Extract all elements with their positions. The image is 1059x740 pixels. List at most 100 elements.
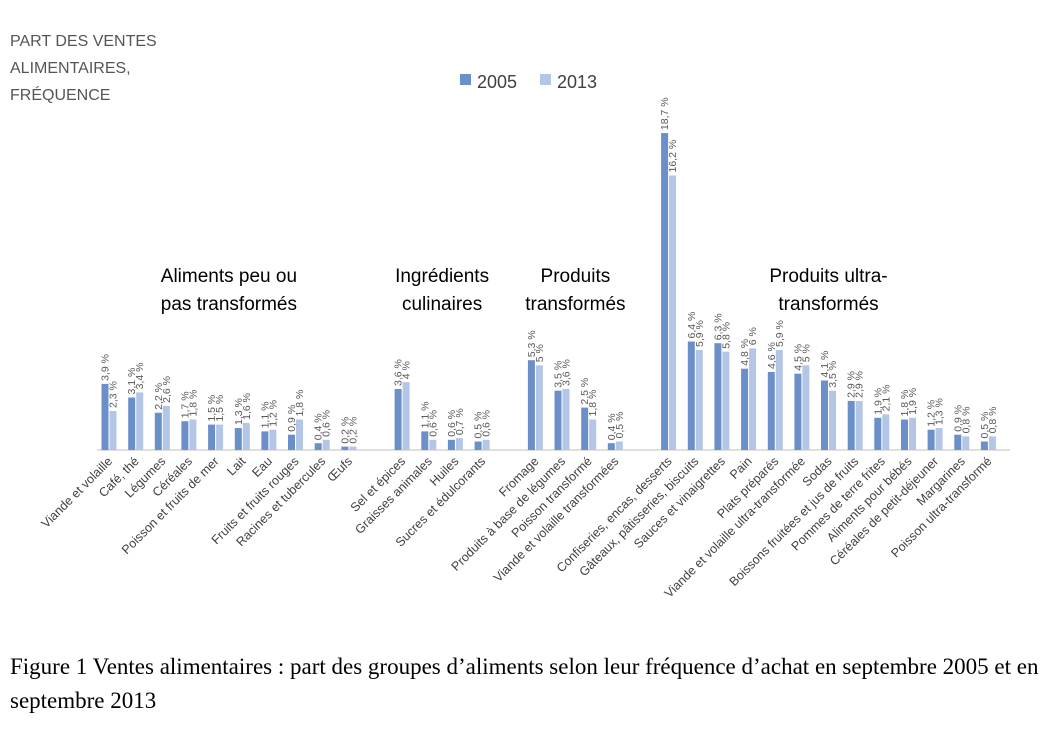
value-label-2005: 6,3 % — [712, 313, 724, 340]
bar-2013 — [562, 389, 570, 450]
value-label-2013: 0,7 % — [454, 408, 466, 435]
bar-2013 — [695, 350, 703, 450]
value-labels: 3,9 %2,3 %3,1 %3,4 %2,2 %2,6 %1,7 %1,8 %… — [100, 97, 999, 443]
group-label-line: Produits — [541, 266, 611, 287]
y-axis-label-line: PART DES VENTES — [10, 33, 157, 50]
bar-2013 — [589, 419, 597, 450]
value-label-2005: 4,1 % — [819, 351, 831, 378]
bar-2005 — [980, 441, 988, 450]
bar-2005 — [208, 424, 216, 450]
bar-2013 — [189, 419, 197, 450]
value-label-2005: 1,7 % — [179, 391, 191, 418]
bar-2013 — [482, 439, 490, 450]
bar-2013 — [535, 365, 543, 450]
value-label-2005: 3,1 % — [126, 368, 138, 395]
bar-2005 — [847, 400, 855, 450]
bar-2013 — [855, 400, 863, 450]
value-label-2013: 5,9 % — [694, 320, 706, 347]
bar-2005 — [314, 443, 322, 450]
bar-2013 — [882, 414, 890, 450]
bar-2013 — [722, 351, 730, 450]
bar-2005 — [581, 407, 589, 450]
group-labels: Aliments peu ou pas transformés Ingrédient… — [161, 266, 888, 315]
bar-2005 — [607, 443, 615, 450]
value-label-2013: 5 % — [534, 344, 546, 362]
value-label-2005: 0,9 % — [952, 405, 964, 432]
bar-2005 — [447, 439, 455, 450]
value-label-2005: 1,9 % — [872, 388, 884, 415]
y-axis-label: PART DES VENTES ALIMENTAIRES, FRÉQUENCE — [10, 33, 157, 104]
value-label-2013: 1,8 % — [187, 390, 199, 417]
group-label-line: transformés — [525, 294, 625, 315]
value-label-2005: 1,8 % — [899, 390, 911, 417]
value-label-2005: 1,1 % — [419, 402, 431, 429]
bar-2013 — [749, 348, 757, 450]
bar-2013 — [962, 436, 970, 450]
bar-2013 — [988, 436, 996, 450]
bar-2013 — [216, 424, 224, 450]
value-label-2013: 1,8 % — [587, 390, 599, 417]
y-axis-label-line: FRÉQUENCE — [10, 85, 110, 104]
value-label-2005: 0,2 % — [339, 417, 351, 444]
value-label-2005: 0,9 % — [286, 405, 298, 432]
value-label-2013: 2,6 % — [161, 376, 173, 403]
bar-2005 — [554, 390, 562, 450]
bar-2013 — [909, 417, 916, 450]
group-label-line: pas transformés — [161, 294, 297, 315]
value-label-2013: 1,3 % — [934, 398, 946, 425]
bar-2013 — [775, 350, 783, 450]
value-label-2013: 5 % — [800, 344, 812, 362]
bar-2005 — [687, 341, 695, 450]
bar-2013 — [242, 422, 250, 450]
value-label-2005: 0,5 % — [979, 412, 991, 439]
bar-2005 — [874, 417, 882, 450]
bar-2005 — [181, 421, 189, 450]
bar-2013 — [322, 439, 330, 450]
bar-2013 — [935, 428, 943, 450]
group-label-line: transformés — [778, 294, 878, 315]
bar-2005 — [394, 389, 402, 450]
value-label-2005: 4,8 % — [739, 339, 751, 366]
bar-2005 — [288, 434, 295, 450]
value-label-2005: 18,7 % — [659, 97, 671, 130]
value-label-2005: 2,9 % — [846, 371, 858, 398]
value-label-2005: 3,9 % — [100, 354, 112, 381]
value-label-2013: 6 % — [747, 327, 759, 345]
value-label-2013: 2,3 % — [108, 381, 120, 408]
bar-2005 — [954, 434, 962, 450]
bar-2013 — [615, 441, 623, 450]
group-label-line: culinaires — [402, 294, 482, 315]
value-label-2005: 4,5 % — [792, 344, 804, 371]
value-label-2013: 1,2 % — [267, 400, 279, 427]
legend-label-2013: 2013 — [557, 72, 597, 92]
value-label-2013: 1,8 % — [294, 390, 306, 417]
value-label-2013: 5,8 % — [720, 322, 732, 349]
legend: 2005 2013 — [460, 72, 597, 92]
bar-2005 — [421, 431, 429, 450]
figure-caption: Figure 1 Ventes alimentaires : part des … — [10, 654, 1039, 713]
group-label-line: Aliments peu ou — [161, 266, 297, 287]
bar-2005 — [767, 372, 775, 450]
bar-2005 — [474, 441, 482, 450]
legend-label-2005: 2005 — [477, 72, 517, 92]
bar-2005 — [527, 360, 535, 450]
bar-2005 — [661, 133, 669, 450]
value-label-2013: 1,5 % — [214, 395, 226, 422]
bar-2013 — [269, 429, 277, 450]
category-label: Lait — [224, 454, 249, 479]
value-label-2005: 1,2 % — [926, 400, 938, 427]
bar-2005 — [101, 383, 109, 450]
value-label-2005: 0,6 % — [446, 410, 458, 437]
bar-chart: PART DES VENTES ALIMENTAIRES, FRÉQUENCE … — [10, 33, 1010, 601]
value-label-2005: 0,4 % — [606, 413, 618, 440]
value-label-2005: 3,5 % — [553, 361, 565, 388]
value-label-2013: 3,5 % — [827, 361, 839, 388]
value-label-2005: 0,4 % — [313, 413, 325, 440]
value-label-2005: 5,3 % — [526, 330, 538, 357]
value-label-2013: 3,6 % — [561, 359, 573, 386]
bar-2013 — [296, 419, 303, 450]
value-label-2013: 2,1 % — [880, 385, 892, 412]
bar-2013 — [162, 405, 170, 450]
bar-2013 — [109, 411, 117, 450]
